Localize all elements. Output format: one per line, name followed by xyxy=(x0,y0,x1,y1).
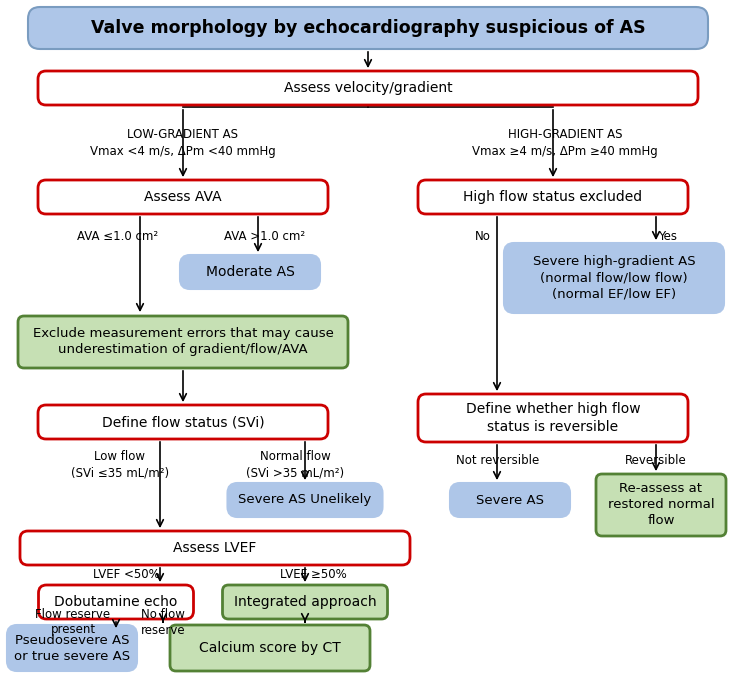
Text: Severe AS Unelikely: Severe AS Unelikely xyxy=(238,493,372,507)
Text: AVA >1.0 cm²: AVA >1.0 cm² xyxy=(224,229,306,242)
Text: No flow
reserve: No flow reserve xyxy=(140,608,185,637)
Text: LOW-GRADIENT AS
Vmax <4 m/s, ΔPm <40 mmHg: LOW-GRADIENT AS Vmax <4 m/s, ΔPm <40 mmH… xyxy=(90,129,276,157)
Text: No: No xyxy=(475,229,491,242)
Text: Normal flow
(SVi >35 mL/m²): Normal flow (SVi >35 mL/m²) xyxy=(246,450,344,479)
FancyBboxPatch shape xyxy=(7,625,137,671)
FancyBboxPatch shape xyxy=(223,585,387,619)
Text: Reversible: Reversible xyxy=(625,454,687,466)
FancyBboxPatch shape xyxy=(418,394,688,442)
FancyBboxPatch shape xyxy=(180,255,320,289)
Text: Flow reserve
present: Flow reserve present xyxy=(35,608,110,637)
Text: Not reversible: Not reversible xyxy=(456,454,539,466)
Text: LVEF ≥50%: LVEF ≥50% xyxy=(279,567,346,581)
Text: Valve morphology by echocardiography suspicious of AS: Valve morphology by echocardiography sus… xyxy=(90,19,645,37)
FancyBboxPatch shape xyxy=(450,483,570,517)
FancyBboxPatch shape xyxy=(38,405,328,439)
Text: Yes: Yes xyxy=(659,229,678,242)
FancyBboxPatch shape xyxy=(38,180,328,214)
Text: High flow status excluded: High flow status excluded xyxy=(464,190,642,204)
FancyBboxPatch shape xyxy=(28,7,708,49)
Text: AVA ≤1.0 cm²: AVA ≤1.0 cm² xyxy=(77,229,159,242)
Text: Assess AVA: Assess AVA xyxy=(144,190,222,204)
Text: Dobutamine echo: Dobutamine echo xyxy=(54,595,178,609)
Text: Define flow status (SVi): Define flow status (SVi) xyxy=(101,415,265,429)
FancyBboxPatch shape xyxy=(418,180,688,214)
Text: Exclude measurement errors that may cause
underestimation of gradient/flow/AVA: Exclude measurement errors that may caus… xyxy=(32,328,334,357)
Text: Assess LVEF: Assess LVEF xyxy=(173,541,257,555)
Text: Low flow
(SVi ≤35 mL/m²): Low flow (SVi ≤35 mL/m²) xyxy=(71,450,169,479)
Text: Calcium score by CT: Calcium score by CT xyxy=(199,641,341,655)
FancyBboxPatch shape xyxy=(38,585,193,619)
FancyBboxPatch shape xyxy=(38,71,698,105)
Text: Severe AS: Severe AS xyxy=(476,493,544,507)
Text: Integrated approach: Integrated approach xyxy=(234,595,376,609)
FancyBboxPatch shape xyxy=(170,625,370,671)
Text: Pseudosevere AS
or true severe AS: Pseudosevere AS or true severe AS xyxy=(14,633,130,662)
Text: Moderate AS: Moderate AS xyxy=(206,265,295,279)
Text: Re-assess at
restored normal
flow: Re-assess at restored normal flow xyxy=(608,483,714,528)
Text: Define whether high flow
status is reversible: Define whether high flow status is rever… xyxy=(466,402,640,433)
FancyBboxPatch shape xyxy=(18,316,348,368)
FancyBboxPatch shape xyxy=(596,474,726,536)
Text: HIGH-GRADIENT AS
Vmax ≥4 m/s, ΔPm ≥40 mmHg: HIGH-GRADIENT AS Vmax ≥4 m/s, ΔPm ≥40 mm… xyxy=(472,129,658,157)
Text: Assess velocity/gradient: Assess velocity/gradient xyxy=(284,81,452,95)
FancyBboxPatch shape xyxy=(20,531,410,565)
FancyBboxPatch shape xyxy=(504,243,724,313)
FancyBboxPatch shape xyxy=(228,483,382,517)
Text: LVEF <50%: LVEF <50% xyxy=(93,567,159,581)
Text: Severe high-gradient AS
(normal flow/low flow)
(normal EF/low EF): Severe high-gradient AS (normal flow/low… xyxy=(533,256,695,301)
